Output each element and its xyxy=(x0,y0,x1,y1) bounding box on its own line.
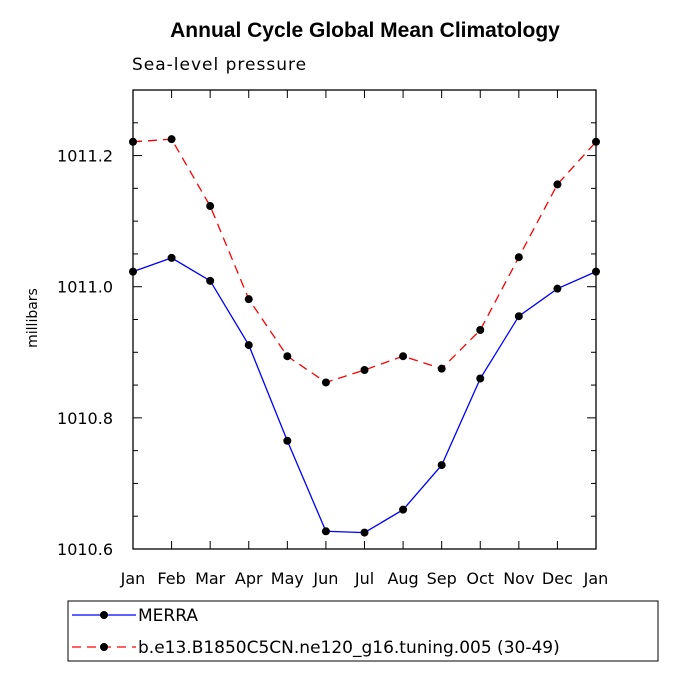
y-tick-label: 1010.8 xyxy=(57,409,113,428)
legend: MERRA b.e13.B1850C5CN.ne120_g16.tuning.00… xyxy=(72,606,560,658)
y-tick-label: 1011.2 xyxy=(57,147,113,166)
series-line-model xyxy=(132,138,597,384)
chart-subtitle: Sea-level pressure xyxy=(132,55,307,75)
data-point xyxy=(399,352,408,361)
x-tick-label: Apr xyxy=(235,569,263,588)
data-point xyxy=(476,374,485,383)
x-tick-label: Jun xyxy=(312,569,338,588)
legend-marker xyxy=(100,643,108,651)
data-point xyxy=(167,253,176,262)
data-point xyxy=(129,267,137,276)
legend-label: b.e13.B1850C5CN.ne120_g16.tuning.005 (30… xyxy=(138,638,560,658)
x-tick-label: Aug xyxy=(387,569,418,588)
data-point xyxy=(167,135,176,144)
series-lines xyxy=(132,138,597,534)
x-tick-label: Mar xyxy=(195,569,226,588)
x-tick-label: Nov xyxy=(503,569,534,588)
legend-label: MERRA xyxy=(138,606,198,626)
legend-marker xyxy=(100,611,108,619)
data-point xyxy=(360,365,369,374)
y-tick-label: 1010.6 xyxy=(57,540,113,559)
data-point xyxy=(129,137,137,146)
x-tick-label: Feb xyxy=(157,569,185,588)
series-line-merra xyxy=(132,257,597,534)
data-point xyxy=(244,295,253,304)
data-point xyxy=(592,267,600,276)
series-points xyxy=(129,135,600,537)
data-point xyxy=(592,137,600,146)
x-tick-label: Jan xyxy=(583,569,609,588)
x-tick-label: Sep xyxy=(427,569,457,588)
y-axis-tick-labels: 1010.6 1010.8 1011.0 1011.2 xyxy=(57,147,113,559)
data-point xyxy=(476,325,485,334)
data-point xyxy=(206,276,215,285)
data-point xyxy=(514,312,523,321)
data-point xyxy=(553,284,562,293)
data-point xyxy=(244,341,253,350)
plot-frame xyxy=(132,89,597,550)
x-tick-label: Dec xyxy=(542,569,573,588)
y-tick-label: 1011.0 xyxy=(57,278,113,297)
y-axis-label: millibars xyxy=(25,288,41,348)
data-point xyxy=(321,378,330,387)
x-tick-label: Jan xyxy=(120,569,146,588)
x-axis-tick-labels: Jan Feb Mar Apr May Jun Jul Aug Sep Oct Nov Dec Jan xyxy=(120,569,609,588)
chart-title: Annual Cycle Global Mean Climatology xyxy=(170,19,560,42)
data-point xyxy=(553,180,562,189)
x-tick-label: Jul xyxy=(354,569,374,588)
axis-ticks xyxy=(132,89,597,550)
data-point xyxy=(321,527,330,536)
legend-box xyxy=(67,600,659,662)
data-point xyxy=(399,505,408,514)
data-point xyxy=(437,364,446,373)
data-point xyxy=(514,253,523,262)
data-point xyxy=(283,352,292,361)
x-tick-label: May xyxy=(271,569,304,588)
x-tick-label: Oct xyxy=(466,569,494,588)
data-point xyxy=(437,461,446,470)
data-point xyxy=(206,202,215,211)
data-point xyxy=(360,528,369,537)
data-point xyxy=(283,436,292,445)
